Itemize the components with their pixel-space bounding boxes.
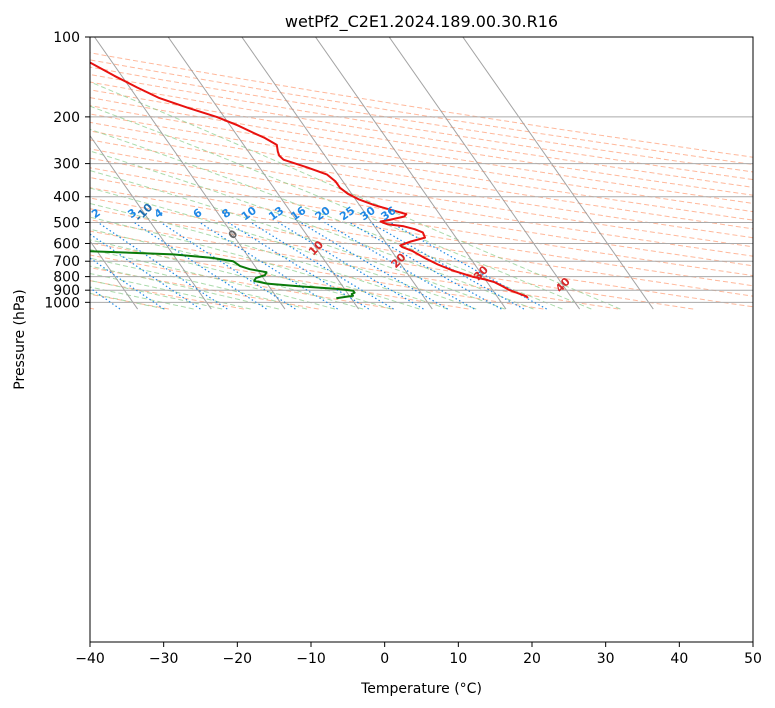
mixing-ratio-line (349, 221, 502, 310)
dry-adiabat-line (90, 139, 753, 248)
mixing-ratio-line (160, 221, 296, 310)
isotherm-line (241, 37, 433, 310)
y-tick-label: 1000 (44, 295, 80, 311)
moist-adiabat-line (90, 81, 621, 310)
y-tick-label: 800 (53, 270, 80, 286)
isotherm-line (388, 37, 581, 310)
mixing-ratio-label: 13 (266, 204, 286, 223)
moist-adiabat-line (90, 279, 223, 310)
mixing-ratio-label: 2 (89, 206, 103, 221)
x-tick-label: −30 (149, 651, 179, 667)
plot-frame (89, 36, 754, 643)
moist-adiabat-line (90, 292, 165, 310)
isotherm-line (93, 37, 286, 310)
profile-lines (90, 61, 529, 300)
isotherm-line (90, 240, 139, 310)
isotherm-line (167, 37, 360, 310)
x-tick-label: −10 (296, 651, 326, 667)
mixing-ratio-line (300, 221, 448, 310)
x-axis-ticks: −40 −30 −20 −10 0 10 20 30 40 50 (75, 642, 762, 667)
dry-adiabat-line (90, 167, 753, 277)
dry-adiabat-line (90, 113, 753, 221)
mixing-ratio-label: 25 (337, 204, 357, 223)
y-tick-label: 600 (53, 236, 80, 252)
dry-adiabat-line (90, 130, 753, 239)
dry-adiabat-line (90, 148, 753, 257)
mixing-ratio-line (250, 221, 394, 310)
mixing-ratio-line (277, 221, 424, 310)
mixing-ratio-line (227, 221, 370, 310)
x-tick-label: 0 (380, 651, 389, 667)
y-axis-label: Pressure (hPa) (12, 289, 28, 389)
temperature-line-label: 40 (553, 275, 573, 295)
x-tick-label: −20 (223, 651, 253, 667)
mixing-ratio-label: 10 (239, 204, 259, 224)
chart-title: wetPf2_C2E1.2024.189.00.30.R16 (285, 12, 558, 32)
x-tick-label: 40 (670, 651, 688, 667)
dry-adiabat-line (90, 293, 169, 310)
isotherm-line (90, 134, 212, 310)
y-tick-label: 100 (53, 30, 80, 46)
x-tick-label: 20 (523, 651, 541, 667)
x-tick-label: 50 (744, 651, 762, 667)
x-tick-label: 10 (449, 651, 467, 667)
dry-adiabat-line (90, 219, 619, 310)
dry-adiabat-line (90, 66, 753, 173)
x-axis-label: Temperature (°C) (360, 681, 482, 697)
moist-adiabat-line (90, 249, 336, 310)
dry-adiabat-line (90, 52, 753, 158)
dry-adiabat-line (90, 177, 753, 287)
y-tick-label: 200 (53, 110, 80, 126)
y-tick-label: 500 (53, 215, 80, 231)
dry-adiabat-line (90, 280, 244, 310)
dry-adiabat-line (90, 230, 544, 310)
mixing-ratio-line (133, 221, 267, 310)
moist-adiabat-line (90, 150, 534, 310)
y-tick-label: 400 (53, 190, 80, 206)
y-tick-label: 300 (53, 157, 80, 173)
background-lines (90, 37, 753, 310)
moist-adiabat-line (90, 273, 251, 310)
mixing-ratio-label: 20 (313, 204, 333, 224)
temperature-profile-line (90, 61, 529, 299)
dry-adiabat-line (90, 121, 753, 230)
y-tick-label: 900 (53, 283, 80, 299)
mixing-ratio-line (199, 221, 338, 310)
mixing-ratio-label: 1 (31, 206, 45, 221)
y-tick-label: 700 (53, 254, 80, 270)
mixing-ratio-label: 0.6 (0, 202, 9, 224)
moist-adiabat-line (90, 216, 420, 310)
isotherm-line (462, 37, 654, 310)
moist-adiabat-line (90, 286, 194, 310)
isotherm-line (314, 37, 507, 310)
x-tick-label: 30 (597, 651, 615, 667)
dewpoint-profile-line (90, 250, 356, 300)
mixing-ratio-line (97, 222, 228, 310)
x-tick-label: −40 (75, 651, 105, 667)
dry-adiabat-line (90, 59, 753, 166)
mixing-ratio-label: 16 (288, 204, 308, 224)
